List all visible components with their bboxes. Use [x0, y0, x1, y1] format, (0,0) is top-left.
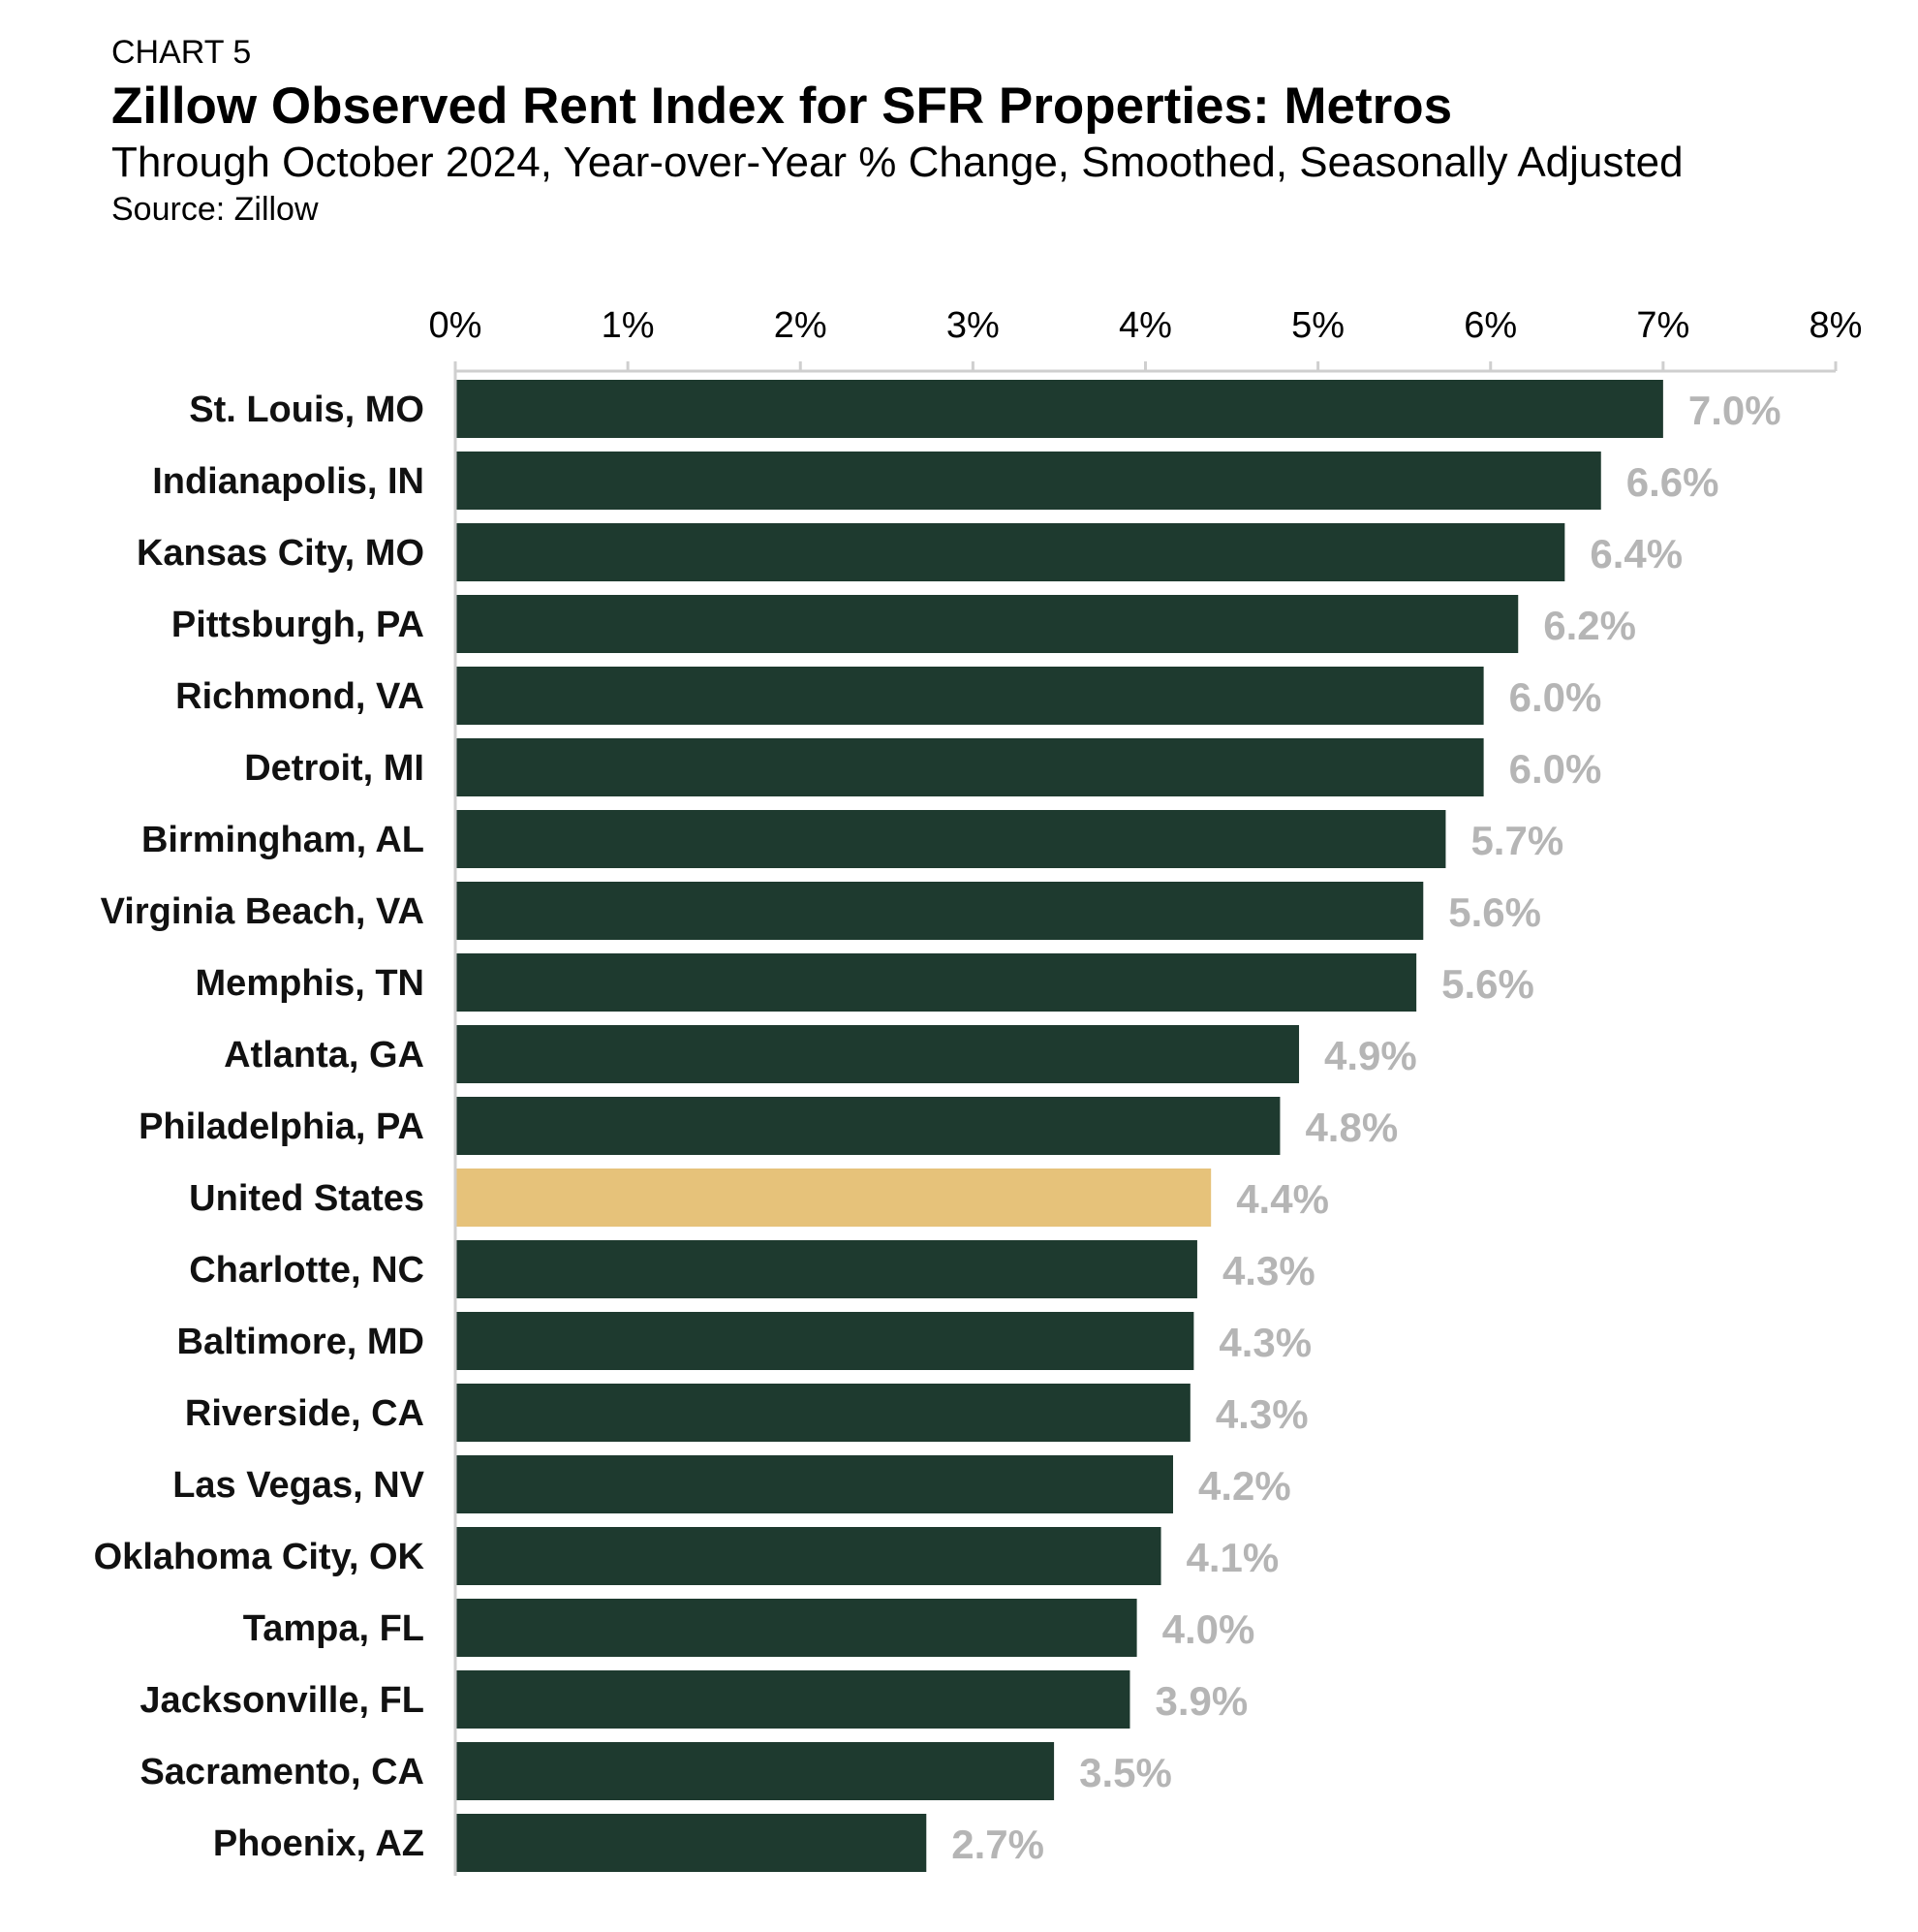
- bar: [455, 1527, 1161, 1585]
- x-tick-label: 3%: [946, 305, 1000, 346]
- bar: [455, 595, 1519, 653]
- chart-subtitle: Through October 2024, Year-over-Year % C…: [111, 139, 1684, 186]
- data-label: 4.3%: [1219, 1320, 1312, 1365]
- category-label: Pittsburgh, PA: [171, 605, 424, 645]
- data-label: 6.0%: [1509, 674, 1602, 720]
- bar: [455, 380, 1663, 438]
- data-label: 6.0%: [1509, 746, 1602, 792]
- category-label: Memphis, TN: [196, 963, 424, 1004]
- bar: [455, 1742, 1055, 1800]
- data-label: 3.9%: [1155, 1678, 1248, 1724]
- bar: [455, 1599, 1137, 1657]
- data-label: 4.1%: [1187, 1535, 1280, 1580]
- chart-title: Zillow Observed Rent Index for SFR Prope…: [111, 78, 1453, 135]
- category-label: Virginia Beach, VA: [101, 891, 424, 932]
- category-label: Tampa, FL: [243, 1608, 424, 1649]
- bar: [455, 1384, 1191, 1442]
- bar: [455, 1312, 1194, 1370]
- bar: [455, 1240, 1197, 1298]
- data-label: 7.0%: [1688, 388, 1781, 433]
- data-label: 6.4%: [1590, 531, 1683, 576]
- chart-number-label: CHART 5: [111, 34, 252, 71]
- data-label: 5.6%: [1441, 961, 1534, 1007]
- x-tick-label: 1%: [602, 305, 655, 346]
- category-label: Atlanta, GA: [224, 1035, 424, 1075]
- category-label: Baltimore, MD: [177, 1322, 424, 1362]
- bar: [455, 1814, 927, 1872]
- bar: [455, 1025, 1300, 1083]
- data-label: 4.8%: [1305, 1105, 1398, 1150]
- bar: [455, 953, 1417, 1012]
- category-label: Las Vegas, NV: [172, 1465, 424, 1506]
- chart-source: Source: Zillow: [111, 191, 319, 228]
- bar: [455, 523, 1565, 581]
- data-label: 4.0%: [1162, 1606, 1255, 1652]
- chart-header: CHART 5 Zillow Observed Rent Index for S…: [111, 33, 1684, 229]
- category-label: Kansas City, MO: [137, 533, 424, 574]
- category-label: Sacramento, CA: [139, 1752, 424, 1792]
- category-label: Philadelphia, PA: [139, 1106, 424, 1147]
- x-tick-label: 4%: [1119, 305, 1172, 346]
- bar: [455, 882, 1424, 940]
- x-tick-label: 8%: [1810, 305, 1863, 346]
- data-label: 6.6%: [1626, 459, 1719, 505]
- category-label: Richmond, VA: [175, 676, 424, 717]
- category-label: Birmingham, AL: [141, 820, 424, 860]
- bar: [455, 738, 1484, 796]
- data-label: 5.7%: [1470, 818, 1563, 863]
- x-tick-label: 6%: [1464, 305, 1517, 346]
- bar: [455, 810, 1446, 868]
- data-label: 4.4%: [1236, 1176, 1329, 1222]
- data-label: 4.9%: [1324, 1033, 1417, 1078]
- category-label: St. Louis, MO: [189, 390, 424, 430]
- bar: [455, 452, 1601, 510]
- x-tick-label: 2%: [774, 305, 827, 346]
- bar: [455, 1455, 1173, 1513]
- data-label: 6.2%: [1543, 603, 1636, 648]
- data-label: 3.5%: [1079, 1750, 1172, 1795]
- bar: [455, 1670, 1130, 1729]
- data-label: 4.3%: [1216, 1391, 1309, 1437]
- category-label: Charlotte, NC: [189, 1250, 424, 1291]
- category-label: Indianapolis, IN: [152, 461, 424, 502]
- category-label: Jacksonville, FL: [139, 1680, 424, 1721]
- bar: [455, 667, 1484, 725]
- bar: [455, 1097, 1281, 1155]
- category-label: Riverside, CA: [185, 1393, 424, 1434]
- data-label: 4.2%: [1198, 1463, 1291, 1509]
- category-label: Oklahoma City, OK: [94, 1537, 425, 1577]
- x-tick-label: 7%: [1636, 305, 1689, 346]
- x-tick-label: 5%: [1291, 305, 1345, 346]
- category-label: Phoenix, AZ: [213, 1823, 424, 1864]
- x-tick-label: 0%: [429, 305, 482, 346]
- data-label: 2.7%: [951, 1822, 1044, 1867]
- category-label: Detroit, MI: [244, 748, 424, 789]
- data-label: 4.3%: [1222, 1248, 1315, 1293]
- category-label: United States: [189, 1178, 424, 1219]
- data-label: 5.6%: [1448, 889, 1541, 935]
- bar: [455, 1169, 1212, 1227]
